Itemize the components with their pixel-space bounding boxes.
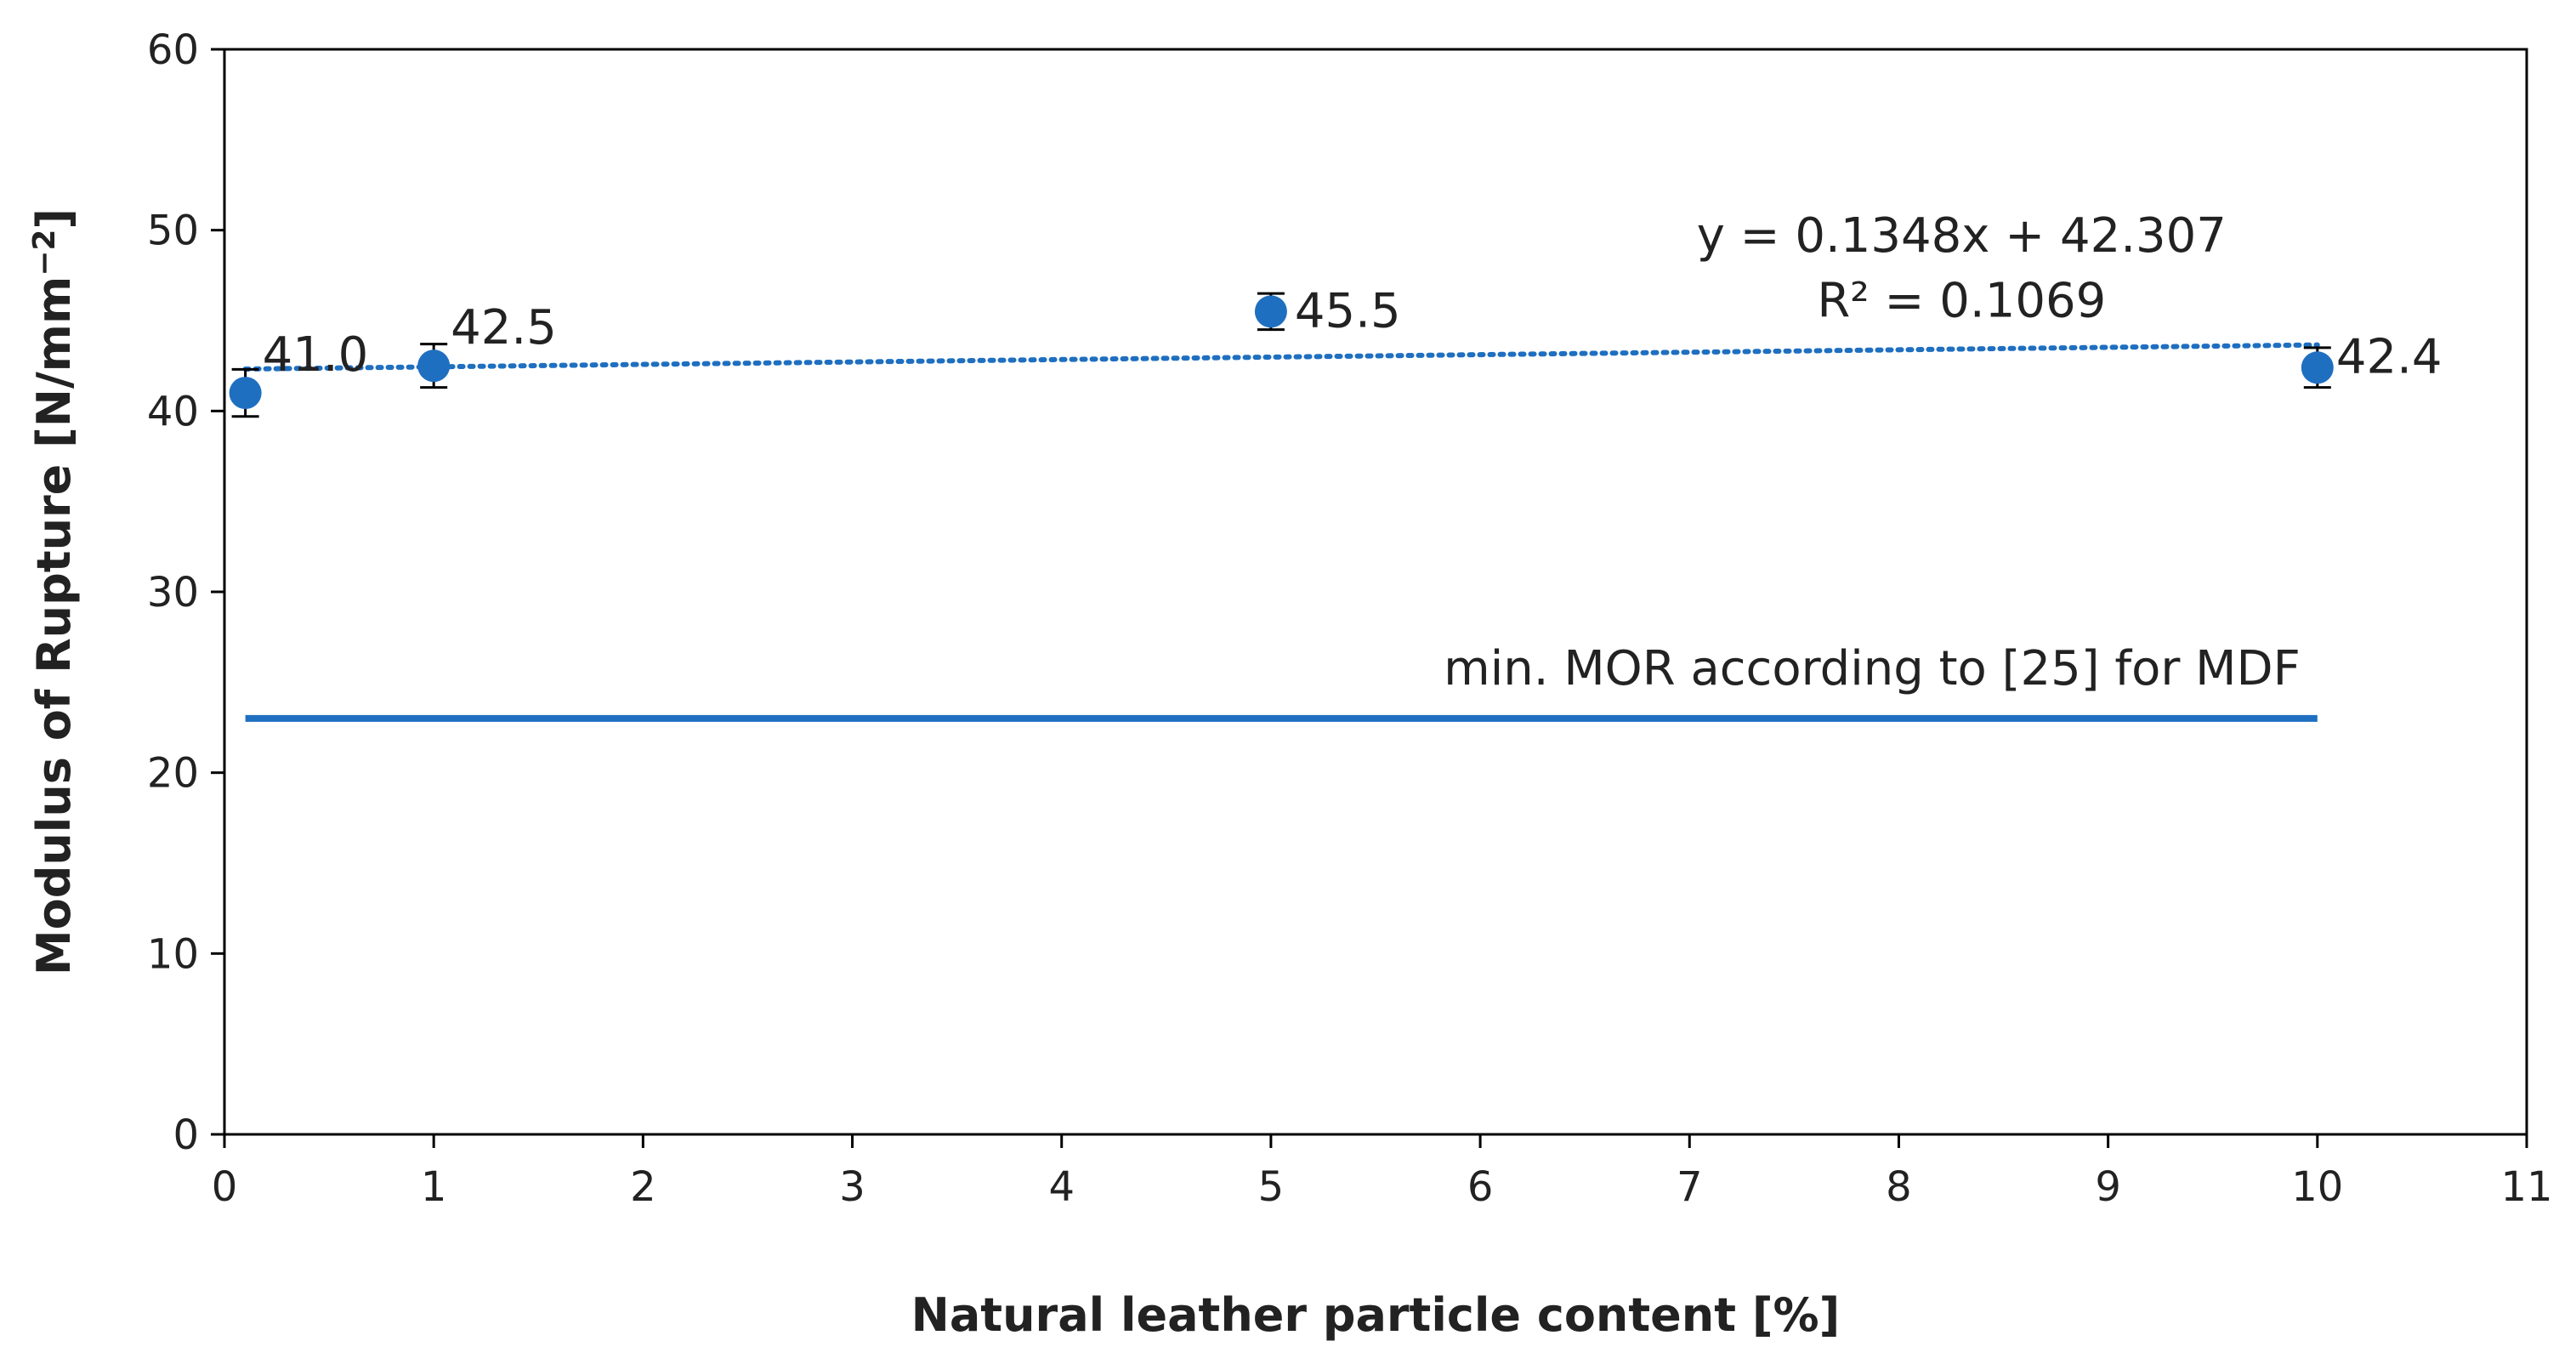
x-tick-label: 0 bbox=[212, 1163, 238, 1211]
x-tick-label: 5 bbox=[1258, 1163, 1285, 1211]
data-point bbox=[1254, 295, 1287, 328]
x-tick-label: 4 bbox=[1048, 1163, 1075, 1211]
x-axis-ticks: 0 1 2 3 4 5 6 7 8 9 10 11 bbox=[212, 1134, 2553, 1211]
y-tick-label: 50 bbox=[147, 207, 199, 255]
data-point bbox=[2301, 351, 2334, 384]
x-tick-label: 7 bbox=[1677, 1163, 1703, 1211]
trendline bbox=[242, 342, 2320, 372]
x-tick-label: 6 bbox=[1467, 1163, 1494, 1211]
data-label: 45.5 bbox=[1295, 283, 1401, 338]
y-axis-title-main: Modulus of Rupture [N/mm bbox=[27, 276, 81, 975]
reference-line-label: min. MOR according to [25] for MDF bbox=[1444, 641, 2301, 696]
data-label: 42.4 bbox=[2336, 329, 2443, 384]
x-axis-title: Natural leather particle content [%] bbox=[911, 1288, 1841, 1342]
x-tick-label: 8 bbox=[1886, 1163, 1912, 1211]
y-tick-label: 40 bbox=[147, 388, 199, 435]
y-axis-ticks: 0 10 20 30 40 50 60 bbox=[147, 26, 224, 1159]
y-tick-label: 20 bbox=[147, 750, 199, 798]
y-axis-title-superscript: −2 bbox=[27, 230, 62, 276]
data-point bbox=[417, 349, 451, 383]
x-tick-label: 10 bbox=[2291, 1163, 2343, 1211]
x-tick-label: 11 bbox=[2500, 1163, 2552, 1211]
y-axis-title: Modulus of Rupture [N/mm−2] bbox=[27, 208, 81, 975]
y-tick-label: 60 bbox=[147, 26, 199, 74]
y-tick-label: 30 bbox=[147, 569, 199, 616]
trendline-r-squared: R² = 0.1069 bbox=[1817, 274, 2106, 329]
y-tick-label: 10 bbox=[147, 930, 199, 978]
data-point bbox=[229, 377, 262, 410]
x-tick-label: 9 bbox=[2095, 1163, 2121, 1211]
x-tick-label: 3 bbox=[839, 1163, 865, 1211]
y-tick-label: 0 bbox=[173, 1111, 199, 1159]
y-axis-title-end: ] bbox=[27, 208, 81, 230]
data-series: 41.0 42.5 45.5 42.4 bbox=[229, 283, 2443, 418]
data-label: 41.0 bbox=[263, 327, 369, 383]
x-tick-label: 2 bbox=[630, 1163, 656, 1211]
trendline-equation: y = 0.1348x + 42.307 bbox=[1697, 208, 2227, 264]
data-label: 42.5 bbox=[451, 300, 557, 355]
x-tick-label: 1 bbox=[421, 1163, 447, 1211]
